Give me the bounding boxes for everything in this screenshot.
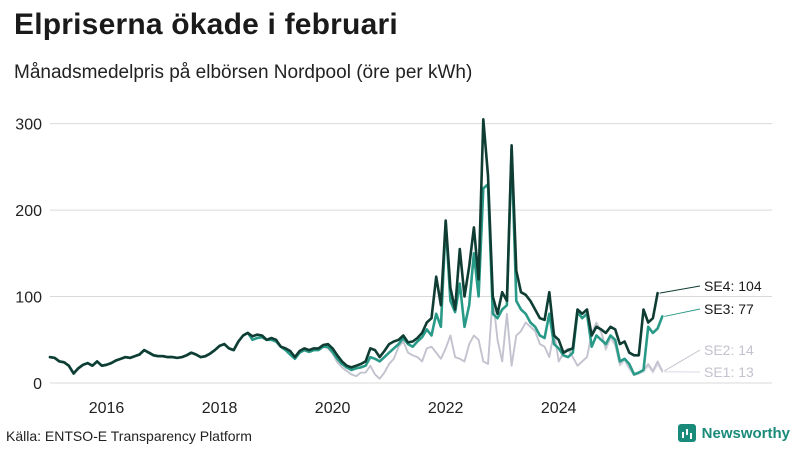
chart-logo-icon xyxy=(677,424,696,442)
end-label-se3: SE3: 77 xyxy=(704,301,754,317)
x-tick-label: 2022 xyxy=(428,400,464,417)
source-note: Källa: ENTSO-E Transparency Platform xyxy=(6,428,252,444)
x-tick-label: 2024 xyxy=(541,400,577,417)
end-label-se4: SE4: 104 xyxy=(704,278,762,294)
end-label-se2: SE2: 14 xyxy=(704,342,754,358)
y-tick-label: 300 xyxy=(15,117,42,134)
y-tick-label: 100 xyxy=(15,290,42,307)
label-connector-se4 xyxy=(659,285,701,294)
brand-logo[interactable]: Newsworthy xyxy=(677,422,790,444)
x-tick-label: 2016 xyxy=(89,400,125,417)
y-tick-label: 200 xyxy=(15,203,42,220)
chart-subtitle: Månadsmedelpris på elbörsen Nordpool (ör… xyxy=(14,62,473,83)
gridlines xyxy=(50,123,772,384)
chart-title: Elpriserna ökade i februari xyxy=(14,8,398,41)
label-connector-se3 xyxy=(664,308,701,317)
brand-name: Newsworthy xyxy=(701,424,790,442)
series-line-se3 xyxy=(48,148,664,376)
x-axis-ticks: 2016 2018 2020 2022 2024 xyxy=(89,400,577,417)
y-tick-label: 0 xyxy=(33,376,42,393)
x-tick-label: 2020 xyxy=(315,400,351,417)
label-connector-se2 xyxy=(664,349,701,372)
end-label-se1: SE1: 13 xyxy=(704,364,754,380)
y-axis-ticks: 0 100 200 300 xyxy=(15,117,42,393)
x-tick-label: 2018 xyxy=(202,400,238,417)
series-lines xyxy=(48,118,664,380)
series-end-labels: SE1: 13 SE2: 14 SE3: 77 SE4: 104 xyxy=(659,278,762,380)
series-line-se4 xyxy=(48,118,659,375)
